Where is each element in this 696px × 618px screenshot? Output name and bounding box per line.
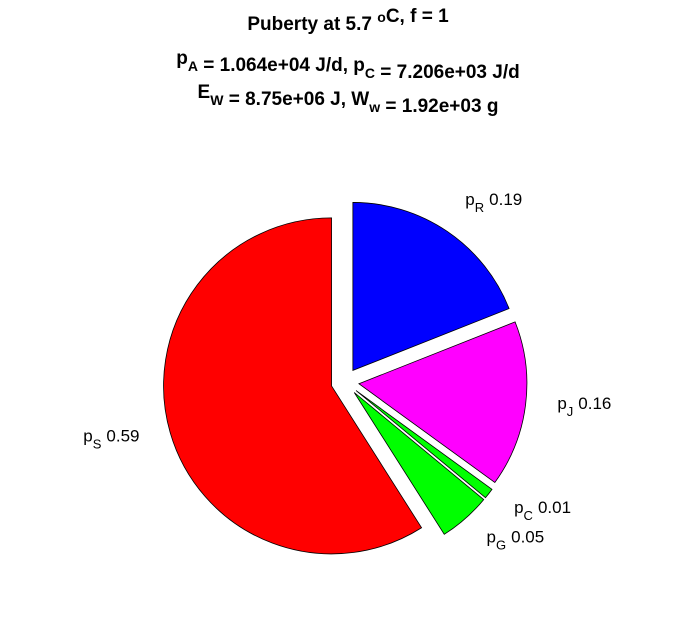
title-text: = 7.206e+03 J/d	[375, 62, 520, 83]
title-text: C, f = 1	[386, 6, 449, 27]
label-value: 0.59	[106, 427, 139, 446]
slice-label: pJ 0.16	[557, 394, 611, 419]
label-value: 0.19	[489, 190, 522, 209]
label-sub: S	[93, 437, 102, 452]
pie-slice	[355, 390, 493, 499]
label-sub: J	[567, 404, 574, 419]
label-name: p	[465, 190, 474, 209]
slice-label: pR 0.19	[465, 190, 522, 215]
slice-label: pG 0.05	[487, 528, 545, 553]
label-value: 0.05	[511, 528, 544, 547]
title-text: = 8.75e+06 J, W	[223, 89, 369, 110]
title-text: = 1.064e+04 J/d, p	[198, 55, 365, 76]
label-value: 0.01	[538, 498, 571, 517]
label-sub: G	[496, 538, 506, 553]
title-sub: W	[210, 92, 224, 108]
label-name: p	[487, 528, 496, 547]
chart-title: Puberty at 5.7 oC, f = 1	[247, 6, 449, 35]
title-text: Puberty at 5.7	[247, 14, 377, 35]
title-text: = 1.92e+03 g	[380, 96, 498, 117]
title-sub: C	[365, 65, 375, 81]
chart-title: pA = 1.064e+04 J/d, pC = 7.206e+03 J/d	[176, 48, 519, 83]
label-value: 0.16	[578, 394, 611, 413]
label-name: p	[557, 394, 566, 413]
title-text: p	[176, 48, 188, 69]
title-text: E	[198, 82, 211, 103]
title-sub: A	[188, 58, 198, 74]
title-sup: o	[377, 9, 386, 25]
label-name: p	[83, 427, 92, 446]
slice-label: pS 0.59	[83, 427, 139, 452]
chart-title: EW = 8.75e+06 J, Ww = 1.92e+03 g	[198, 82, 499, 117]
pie-slice	[352, 202, 510, 372]
pie-slice	[353, 392, 485, 535]
slice-label: pC 0.01	[514, 498, 571, 523]
pie-slice	[163, 217, 423, 555]
pie-slice	[358, 321, 528, 484]
label-sub: R	[475, 200, 484, 215]
label-name: p	[514, 498, 523, 517]
label-sub: C	[524, 508, 533, 523]
title-sub: w	[368, 99, 380, 115]
